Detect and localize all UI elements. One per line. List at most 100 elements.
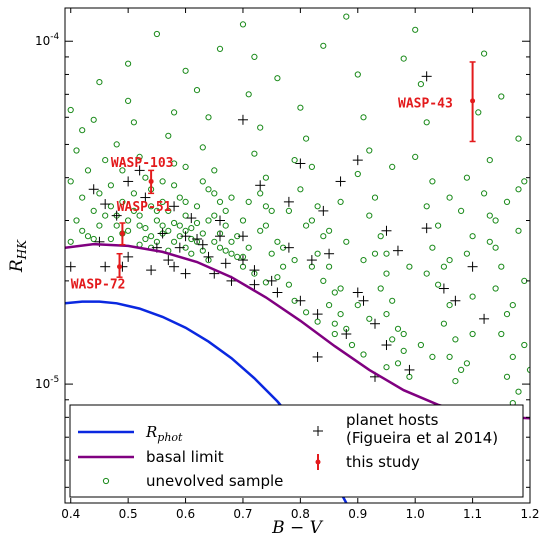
sample-point: [142, 225, 149, 232]
legend-study-label: this study: [346, 453, 420, 471]
x-tick-label: 0.7: [233, 507, 252, 521]
sample-point: [285, 207, 292, 214]
sample-point: [498, 330, 505, 338]
study-label: WASP-103: [111, 156, 174, 171]
sample-point: [176, 194, 183, 201]
sample-point: [245, 244, 252, 251]
planet-host-point: [272, 287, 283, 298]
sample-point: [262, 174, 269, 181]
x-tick-label: 0.6: [176, 507, 195, 521]
planet-host-point: [146, 265, 157, 276]
sample-point: [515, 135, 522, 142]
sample-point: [469, 293, 476, 300]
sample-point: [452, 336, 459, 343]
sample-point: [159, 198, 166, 205]
sample-point: [125, 227, 132, 234]
sample-point: [79, 227, 86, 234]
sample-point: [84, 233, 92, 240]
sample-point: [366, 147, 373, 154]
sample-point: [360, 351, 367, 358]
sample-point: [125, 217, 132, 224]
study-point-wasp-72: WASP-72: [71, 252, 125, 293]
sample-point: [515, 388, 522, 395]
sample-point: [400, 55, 407, 62]
sample-point: [486, 157, 493, 164]
sample-point: [521, 178, 528, 185]
sample-point: [176, 222, 183, 229]
sample-point: [159, 222, 166, 229]
planet-host-point: [358, 295, 369, 306]
sample-point: [509, 353, 516, 360]
sample-point: [119, 198, 126, 205]
planet-host-point: [295, 295, 306, 306]
sample-point: [320, 42, 327, 49]
planet-host-point: [421, 223, 432, 234]
sample-point: [308, 163, 315, 170]
unevolved-sample-points: [67, 13, 530, 407]
planet-host-point: [100, 261, 111, 272]
sample-point: [90, 207, 97, 214]
sample-point: [492, 244, 499, 251]
sample-point: [148, 233, 155, 240]
sample-point: [291, 157, 298, 164]
sample-point: [216, 45, 224, 53]
sample-point: [463, 174, 470, 181]
sample-point: [371, 194, 379, 201]
sample-point: [366, 315, 373, 322]
sample-point: [526, 366, 530, 373]
planet-host-point: [88, 184, 99, 195]
sample-point: [67, 106, 74, 114]
sample-point: [268, 207, 275, 214]
planet-host-point: [450, 295, 461, 306]
planet-host-point: [169, 201, 180, 212]
legend-host-plus: [313, 426, 323, 436]
x-tick-label: 1.1: [463, 507, 482, 521]
sample-point: [90, 116, 97, 123]
sample-point: [371, 250, 379, 257]
x-tick-label: 1.0: [406, 507, 425, 521]
sample-point: [366, 212, 373, 219]
sample-point: [84, 167, 92, 174]
sample-point: [383, 364, 390, 371]
sample-point: [245, 198, 252, 205]
sample-point: [182, 67, 189, 74]
sample-point: [509, 302, 516, 309]
sample-point: [153, 30, 160, 38]
sample-point: [475, 109, 482, 116]
planet-host-point: [123, 176, 134, 187]
planet-host-point: [467, 261, 478, 272]
planet-host-point: [352, 287, 363, 298]
planet-host-point: [157, 228, 168, 239]
sample-point: [429, 353, 436, 360]
sample-point: [314, 250, 321, 257]
sample-point: [394, 325, 402, 332]
sample-point: [205, 217, 212, 224]
legend-hosts-swatch: [313, 426, 323, 436]
sample-point: [171, 219, 178, 227]
sample-point: [188, 225, 195, 232]
planet-host-point: [381, 225, 392, 236]
legend-study-swatch: [315, 454, 321, 470]
y-tick-label: 10-5: [35, 375, 59, 391]
sample-point: [383, 311, 390, 318]
sample-point: [90, 235, 97, 243]
planet-host-point: [306, 255, 317, 266]
sample-point: [262, 279, 269, 286]
sample-point: [165, 132, 172, 139]
legend-sample-swatch: [102, 477, 110, 485]
sample-point: [492, 285, 499, 292]
planet-host-point: [134, 165, 145, 176]
sample-point: [107, 235, 115, 243]
planet-host-point: [370, 318, 380, 329]
sample-point: [412, 26, 419, 33]
sample-point: [67, 178, 74, 185]
sample-point: [486, 212, 493, 219]
sample-point: [503, 373, 511, 380]
legend-hosts-label-line2: (Figueira et al 2014): [346, 429, 498, 447]
sample-point: [331, 320, 338, 327]
sample-point: [360, 257, 367, 264]
sample-point: [417, 341, 424, 349]
sample-point: [337, 285, 344, 292]
y-axis-title: RHK: [7, 239, 29, 273]
planet-host-point: [341, 328, 352, 339]
